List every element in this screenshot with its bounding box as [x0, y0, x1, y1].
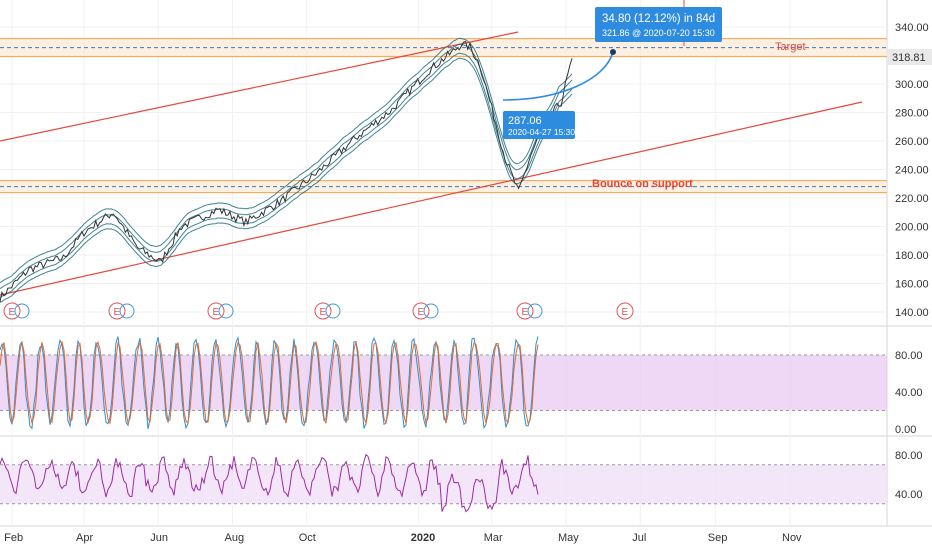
y-tick-label: 140.00	[895, 307, 929, 319]
stoch-tick-label: 40.00	[895, 387, 923, 399]
moving-average-line	[0, 57, 573, 304]
axes: Feb Apr Jun Aug Oct 2020 Mar May Jul Sep Nov 340.00…	[4, 22, 928, 544]
x-tick-label: Feb	[4, 532, 23, 544]
earnings-marker-letter: E	[320, 307, 327, 318]
stoch-d-line	[0, 340, 539, 426]
rsi-band	[0, 464, 887, 504]
y-tick-label: 220.00	[895, 193, 929, 205]
moving-averages	[0, 37, 573, 304]
rsi-line	[0, 453, 539, 513]
dividend-marker[interactable]	[218, 303, 234, 319]
price-line	[0, 40, 573, 303]
stoch-band	[0, 355, 887, 411]
earnings-marker-letter: E	[213, 307, 220, 318]
x-tick-label: May	[558, 532, 579, 544]
dividend-marker[interactable]	[119, 303, 135, 319]
x-tick-label: Mar	[484, 532, 503, 544]
y-tick-label: 200.00	[895, 222, 929, 234]
earnings-marker-letter: E	[418, 307, 425, 318]
x-tick-label: Jul	[632, 532, 646, 544]
y-tick-label: 180.00	[895, 250, 929, 262]
dividend-marker[interactable]	[325, 303, 341, 319]
earnings-marker-letter: E	[622, 307, 629, 318]
chart-background	[0, 0, 932, 527]
projection-text: 34.80 (12.12%) in 84d	[602, 13, 715, 25]
stoch-k-line	[0, 335, 539, 430]
target-label: Target	[775, 41, 806, 53]
dividend-marker[interactable]	[423, 303, 439, 319]
stoch-tick-label: 80.00	[895, 350, 923, 362]
stoch-tick-label: 0.00	[895, 424, 916, 436]
x-tick-label: Nov	[782, 532, 802, 544]
projection-callout-box[interactable]: 34.80 (12.12%) in 84d 321.86 @ 2020-07-2…	[595, 7, 722, 42]
start-callout-box[interactable]: 287.06 2020-04-27 15:30	[503, 111, 575, 139]
grid-lines	[0, 0, 887, 526]
trend-channel[interactable]	[0, 31, 863, 296]
projection-arrow[interactable]	[502, 51, 614, 101]
last-price-text: 318.81	[892, 52, 926, 64]
earnings-marker-circle	[616, 302, 634, 320]
earnings-marker[interactable]: E	[616, 302, 634, 320]
x-tick-label: Apr	[76, 532, 93, 544]
y-tick-label: 240.00	[895, 165, 929, 177]
dividend-marker[interactable]	[527, 303, 543, 319]
x-tick-label: Aug	[224, 532, 244, 544]
projection-target-point[interactable]	[610, 49, 616, 55]
moving-average-line	[0, 37, 573, 284]
price-series	[0, 40, 573, 303]
rsi-tick-label: 40.00	[895, 489, 923, 501]
x-tick-label: Oct	[299, 532, 316, 544]
moving-average-line	[0, 52, 573, 299]
start-date-text: 2020-04-27 15:30	[508, 127, 575, 137]
rsi-tick-label: 80.00	[895, 450, 923, 462]
y-tick-label: 300.00	[895, 79, 929, 91]
channel-lower-line[interactable]	[0, 101, 863, 296]
support-label: Bounce on support	[592, 178, 693, 190]
x-tick-label: Sep	[708, 532, 728, 544]
earnings-marker-letter: E	[522, 307, 529, 318]
projection-subtext: 321.86 @ 2020-07-20 15:30	[602, 28, 715, 38]
y-tick-label: 260.00	[895, 136, 929, 148]
channel-upper-line[interactable]	[0, 31, 519, 142]
rsi-pane	[0, 453, 887, 513]
x-tick-label: 2020	[411, 532, 435, 544]
last-price-label: 318.81	[888, 49, 932, 65]
earnings-marker-letter: E	[114, 307, 121, 318]
y-tick-label: 340.00	[895, 22, 929, 34]
x-tick-label: Jun	[150, 532, 168, 544]
stochastic-pane	[0, 335, 887, 430]
y-tick-label: 280.00	[895, 108, 929, 120]
earnings-marker-letter: E	[9, 307, 16, 318]
y-tick-label: 160.00	[895, 279, 929, 291]
dividend-marker[interactable]	[14, 303, 30, 319]
start-price-text: 287.06	[508, 115, 542, 127]
